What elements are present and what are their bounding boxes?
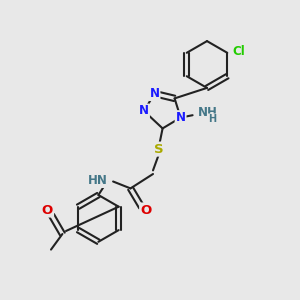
Text: N: N xyxy=(176,111,186,124)
Text: S: S xyxy=(154,142,164,156)
Text: H: H xyxy=(208,114,216,124)
Text: O: O xyxy=(140,203,152,217)
Text: N: N xyxy=(149,87,160,100)
Text: Cl: Cl xyxy=(232,45,245,58)
Text: N: N xyxy=(139,104,149,118)
Text: HN: HN xyxy=(88,174,108,188)
Text: O: O xyxy=(42,203,53,217)
Text: NH: NH xyxy=(198,106,218,119)
